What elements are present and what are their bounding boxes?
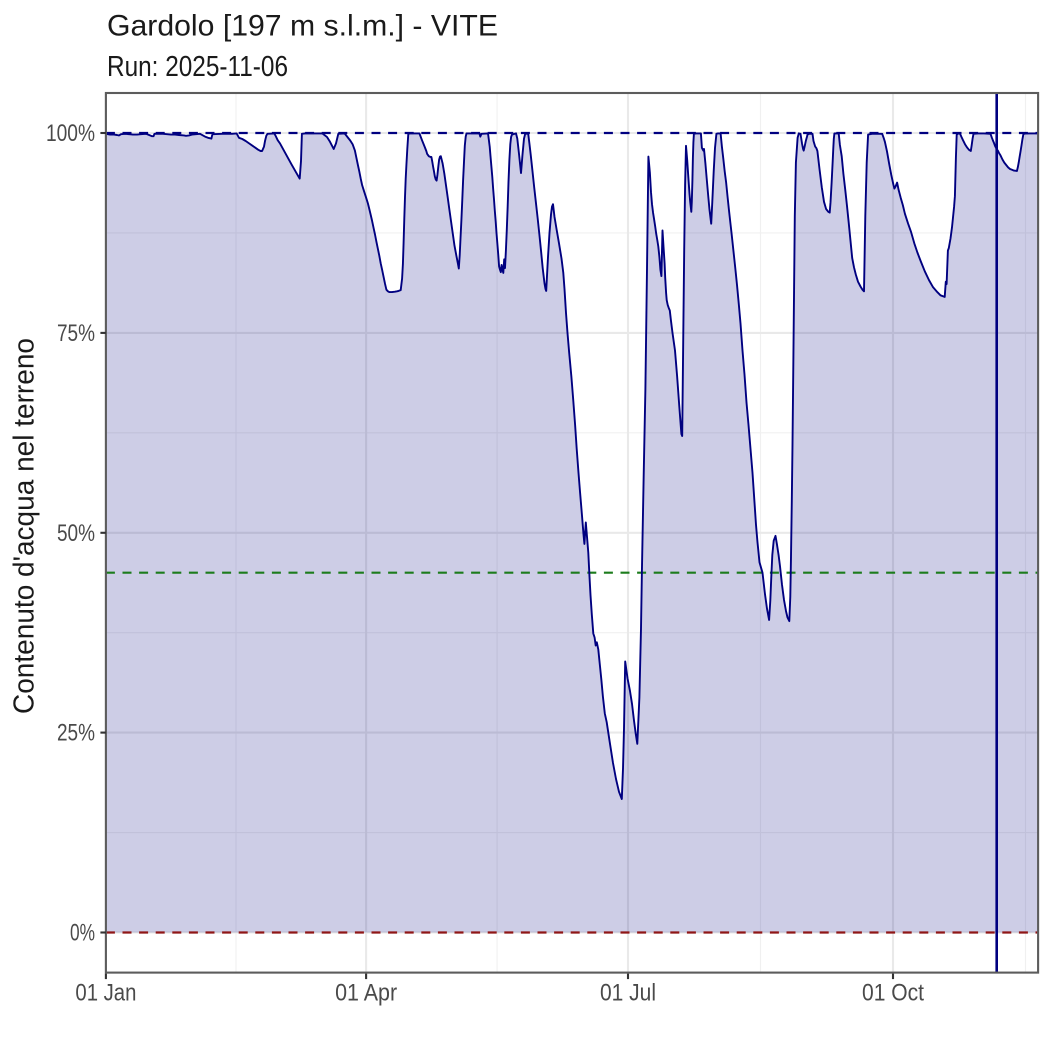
svg-text:50%: 50% xyxy=(57,520,95,547)
svg-text:25%: 25% xyxy=(57,720,95,747)
svg-text:01 Oct: 01 Oct xyxy=(862,980,924,1007)
svg-text:Gardolo [197 m s.l.m.] - VITE: Gardolo [197 m s.l.m.] - VITE xyxy=(107,10,498,43)
svg-text:100%: 100% xyxy=(46,120,95,147)
svg-text:0%: 0% xyxy=(70,919,95,946)
svg-text:01 Jul: 01 Jul xyxy=(600,980,656,1007)
svg-text:75%: 75% xyxy=(57,320,95,347)
svg-text:Contenuto d'acqua nel terreno: Contenuto d'acqua nel terreno xyxy=(9,338,41,714)
svg-text:01 Apr: 01 Apr xyxy=(335,980,397,1007)
svg-text:Run: 2025-11-06: Run: 2025-11-06 xyxy=(107,51,288,83)
svg-text:01 Jan: 01 Jan xyxy=(75,980,136,1007)
